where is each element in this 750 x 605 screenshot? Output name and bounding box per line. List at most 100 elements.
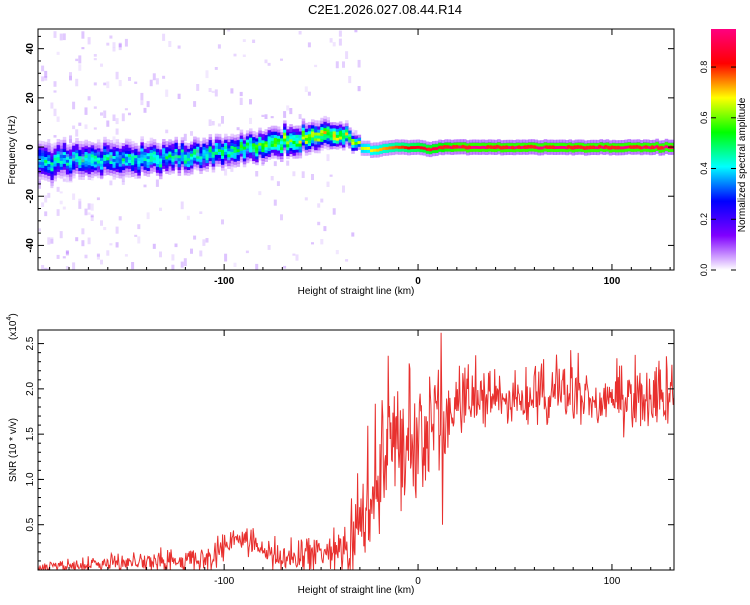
spectrogram-cell (587, 143, 591, 147)
spectrogram-cell (233, 161, 237, 165)
spectrogram-cell (236, 134, 241, 138)
spectrogram-cell (252, 137, 256, 141)
spectrogram-cell (152, 168, 157, 173)
spectrogram-cell (149, 164, 154, 168)
spectrogram-cell (674, 142, 678, 145)
spectrogram-cell (379, 141, 383, 145)
spectrogram-cell (407, 152, 411, 156)
spectrogram-noise-cell (329, 38, 333, 43)
spectrogram-cell (298, 155, 303, 159)
spectrogram-cell (314, 132, 318, 136)
spectrogram-cell (447, 148, 451, 152)
spectrogram-cell (307, 136, 312, 141)
spectrogram-cell (484, 139, 489, 144)
spectrogram-cell (509, 151, 514, 155)
spectrogram-noise-cell (65, 154, 69, 158)
spectrogram-cell (96, 157, 101, 161)
spectrogram-cell (515, 151, 520, 155)
spectrogram-cell (469, 139, 473, 144)
spectrogram-cell (47, 160, 51, 165)
spectrogram-cell (624, 151, 628, 155)
spectrogram-cell (143, 172, 147, 176)
spectrogram-cell (537, 149, 541, 153)
spectrogram-cell (261, 160, 265, 164)
spectrogram-peak-dot (631, 145, 636, 149)
spectrogram-cell (391, 148, 396, 153)
spectrogram-cell (320, 123, 324, 128)
spectrogram-cell (190, 147, 194, 151)
spectrogram-cell (655, 141, 659, 146)
spectrogram-cell (522, 151, 526, 155)
spectrogram-cell (162, 156, 166, 161)
spectrogram-cell (109, 163, 113, 167)
spectrogram-cell (193, 151, 197, 155)
spectrogram-cell (370, 151, 374, 156)
spectrogram-cell (320, 144, 324, 148)
spectrogram-cell (649, 148, 653, 153)
spectrogram-cell (283, 150, 287, 154)
spectrogram-cell (100, 160, 104, 164)
spectrogram-noise-cell (323, 142, 327, 146)
spectrogram-cell (202, 164, 206, 168)
spectrogram-cell (217, 148, 222, 152)
spectrogram-cell (245, 130, 250, 134)
spectrogram-cell (407, 146, 411, 150)
spectrogram-noise-cell (75, 129, 79, 137)
spectrogram-cell (233, 137, 237, 141)
spectrogram-cell (295, 140, 299, 144)
spectrogram-cell (304, 146, 309, 150)
spectrogram-noise-cell (100, 63, 103, 67)
spectrogram-noise-cell (208, 88, 212, 92)
spectrogram-cell (224, 142, 228, 146)
spectrogram-cell (540, 143, 545, 147)
spectrogram-noise-cell (280, 58, 283, 61)
spectrogram-cell (280, 152, 284, 157)
spectrogram-cell (177, 160, 182, 165)
spectrogram-cell (196, 161, 200, 165)
spectrogram-cell (276, 144, 281, 148)
spectrogram-cell (112, 176, 116, 180)
spectrogram-cell (543, 148, 548, 152)
spectrogram-cell (230, 163, 234, 167)
spectrogram-cell (239, 156, 244, 160)
spectrogram-cell (162, 159, 166, 163)
spectrogram-noise-cell (59, 33, 63, 41)
spectrogram-cell (261, 148, 265, 153)
spectrogram-peak-dot (492, 145, 496, 149)
spectrogram-cell (655, 138, 659, 143)
spectrogram-cell (183, 172, 188, 176)
spectrogram-cell (44, 159, 48, 163)
spectrogram-cell (373, 154, 377, 158)
spectrogram-cell (65, 162, 70, 166)
spectrogram-cell (270, 152, 275, 156)
spectrogram-noise-cell (103, 110, 107, 118)
spectrogram-cell (72, 169, 76, 173)
spectrogram-noise-cell (242, 54, 246, 57)
spectrogram-noise-cell (93, 82, 97, 86)
spectrogram-cell (131, 152, 135, 157)
spectrogram-cell (354, 144, 358, 148)
spectrogram-noise-cell (93, 106, 97, 109)
spectrogram-noise-cell (109, 154, 113, 161)
spectrogram-cell (41, 158, 45, 163)
spectrogram-cell (534, 151, 538, 155)
spectrogram-cell (531, 139, 535, 143)
spectrogram-cell (320, 147, 324, 151)
spectrogram-cell (450, 151, 455, 155)
spectrogram-cell (270, 134, 275, 138)
spectrogram-noise-cell (65, 250, 69, 256)
spectrogram-peak-dot (650, 145, 655, 149)
spectrogram-cell (410, 151, 414, 155)
spectrogram-cell (180, 143, 185, 147)
spectrogram-cell (463, 142, 467, 146)
spectrogram-cell (208, 137, 213, 141)
spectrogram-noise-cell (211, 90, 215, 93)
spectrogram-cell (118, 160, 123, 164)
spectrogram-cell (280, 158, 284, 162)
spectrogram-cell (639, 148, 644, 153)
spectrogram-noise-cell (84, 124, 88, 129)
spectrogram-cell (165, 155, 169, 160)
spectrogram-cell (180, 137, 185, 141)
spectrogram-cell (62, 151, 67, 155)
spectrogram-cell (416, 142, 420, 146)
